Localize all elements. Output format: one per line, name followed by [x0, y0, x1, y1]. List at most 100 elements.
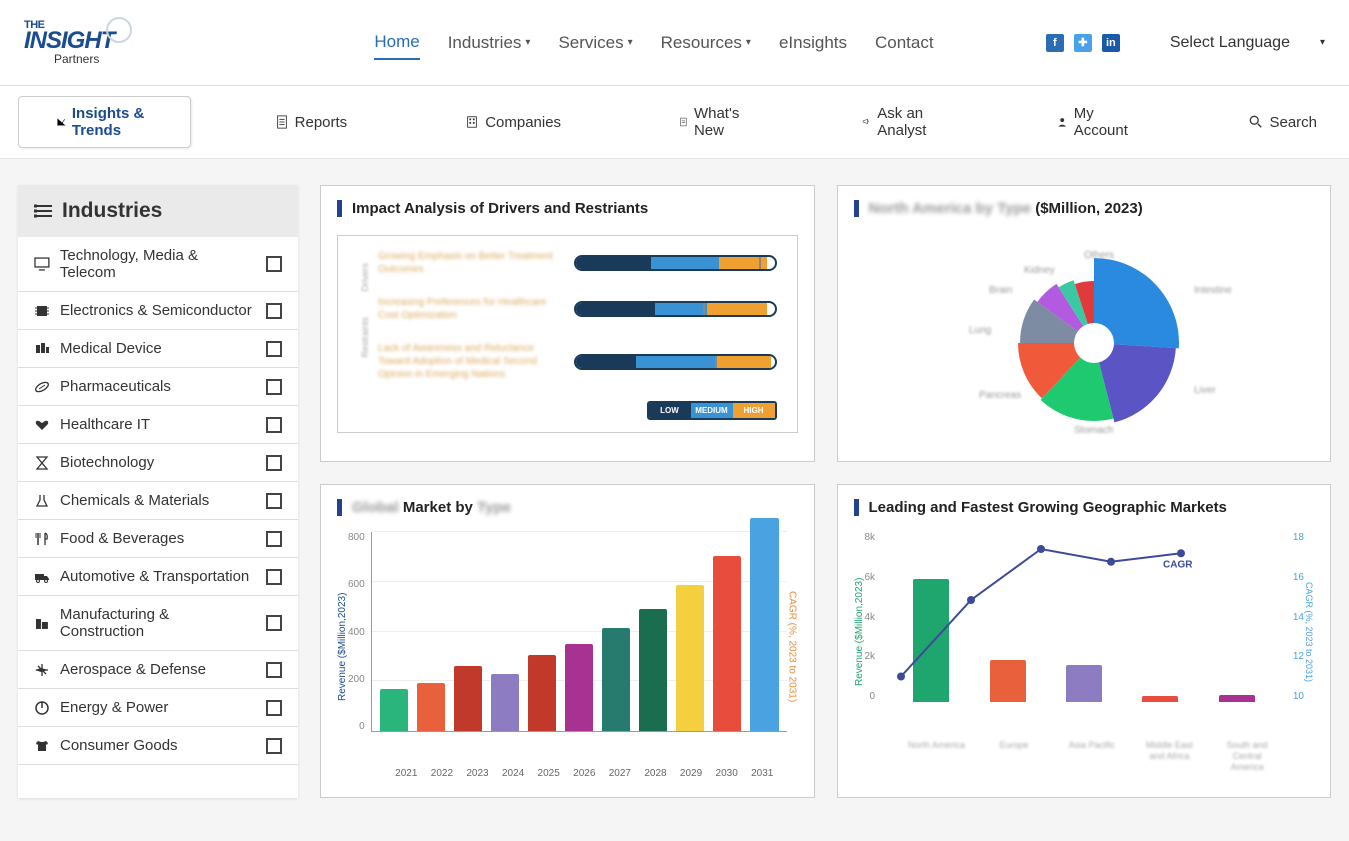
checkbox[interactable]: [266, 341, 282, 357]
bar: [380, 689, 408, 731]
nav-label: Services: [558, 33, 623, 53]
tab-label: Insights & Trends: [72, 105, 152, 139]
title-blurred: Global: [352, 499, 399, 516]
tab-whats-new[interactable]: What's New: [665, 97, 758, 147]
industry-item[interactable]: Healthcare IT: [18, 406, 298, 444]
bars: [372, 532, 787, 731]
truck-icon: [34, 569, 50, 585]
logo-sub: Partners: [54, 52, 99, 66]
facebook-icon[interactable]: f: [1046, 34, 1064, 52]
nav-item-resources[interactable]: Resources ▾: [661, 26, 751, 60]
x-label: South and Central America: [1217, 740, 1277, 772]
industry-item[interactable]: Aerospace & Defense: [18, 651, 298, 689]
industry-label: Consumer Goods: [60, 737, 178, 754]
svg-text:CAGR: CAGR: [1163, 559, 1193, 570]
hourglass-icon: [34, 455, 50, 471]
bar: [676, 585, 704, 731]
panel-title: North America by Type ($Million, 2023): [854, 200, 1315, 217]
panel-geo-markets: Leading and Fastest Growing Geographic M…: [837, 484, 1332, 798]
checkbox[interactable]: [266, 493, 282, 509]
factory-icon: [34, 615, 50, 631]
checkbox[interactable]: [266, 738, 282, 754]
restraints-label: Restraints: [360, 317, 370, 358]
twitter-icon[interactable]: ✚: [1074, 34, 1092, 52]
bar: [602, 628, 630, 731]
donut-label: Lung: [969, 325, 991, 336]
checkbox[interactable]: [266, 417, 282, 433]
tick: 2k: [865, 651, 876, 662]
x-label: 2030: [713, 768, 740, 779]
industry-item[interactable]: Consumer Goods: [18, 727, 298, 765]
title-blurred: Type: [477, 499, 511, 516]
tick: 16: [1293, 572, 1304, 583]
checkbox[interactable]: [266, 303, 282, 319]
x-label: Middle East and Africa: [1139, 740, 1199, 772]
industry-item[interactable]: Automotive & Transportation: [18, 558, 298, 596]
checkbox[interactable]: [266, 379, 282, 395]
building-icon: [465, 115, 479, 129]
flask-icon: [34, 493, 50, 509]
panel-bar-chart: Global Market by Type Revenue ($Million,…: [320, 484, 815, 798]
language-select[interactable]: Select Language ▾: [1170, 34, 1325, 52]
industry-item[interactable]: Pharmaceuticals: [18, 368, 298, 406]
industry-item[interactable]: Technology, Media & Telecom: [18, 237, 298, 292]
industry-item[interactable]: Medical Device: [18, 330, 298, 368]
panel-title: Leading and Fastest Growing Geographic M…: [854, 499, 1315, 516]
tab-reports[interactable]: Reports: [261, 106, 362, 139]
checkbox[interactable]: [266, 531, 282, 547]
impact-bar: [574, 301, 777, 317]
donut-label: Liver: [1194, 385, 1216, 396]
industry-item[interactable]: Manufacturing & Construction: [18, 596, 298, 651]
bar: [750, 518, 778, 731]
industry-item[interactable]: Electronics & Semiconductor: [18, 292, 298, 330]
tick: 200: [348, 674, 365, 685]
logo[interactable]: THE INSIGHT Partners: [24, 19, 114, 66]
industry-label: Technology, Media & Telecom: [60, 247, 256, 281]
impact-legend: LOWMEDIUMHIGH: [647, 401, 777, 420]
nav-item-industries[interactable]: Industries ▾: [448, 26, 531, 60]
panel-title: Impact Analysis of Drivers and Restriant…: [337, 200, 798, 217]
tab-label: Reports: [295, 114, 348, 131]
checkbox[interactable]: [266, 615, 282, 631]
impact-label: Growing Emphasis on Better Treatment Out…: [378, 250, 558, 276]
bar: [1219, 695, 1255, 702]
nav-item-services[interactable]: Services ▾: [558, 26, 632, 60]
title-blurred: North America by Type: [869, 200, 1032, 217]
legend-item: HIGH: [733, 403, 775, 418]
nav-item-contact[interactable]: Contact: [875, 26, 934, 60]
checkbox[interactable]: [266, 455, 282, 471]
title-mid: Market by: [399, 499, 477, 516]
x-label: 2025: [535, 768, 562, 779]
tab-companies[interactable]: Companies: [451, 106, 575, 139]
checkbox[interactable]: [266, 569, 282, 585]
x-label: Asia Pacific: [1062, 740, 1122, 772]
heart-icon: [34, 417, 50, 433]
industry-item[interactable]: Energy & Power: [18, 689, 298, 727]
industry-item[interactable]: Chemicals & Materials: [18, 482, 298, 520]
industry-item[interactable]: Biotechnology: [18, 444, 298, 482]
x-label: 2029: [678, 768, 705, 779]
checkbox[interactable]: [266, 662, 282, 678]
tab-insights-trends[interactable]: Insights & Trends: [18, 96, 191, 148]
tab-my-account[interactable]: My Account: [1043, 97, 1145, 147]
topbar-right: f ✚ in Select Language ▾: [1046, 34, 1325, 52]
tab-search[interactable]: Search: [1235, 106, 1331, 139]
linkedin-icon[interactable]: in: [1102, 34, 1120, 52]
logo-main: INSIGHT: [24, 31, 114, 50]
main-content: Industries Technology, Media & TelecomEl…: [0, 159, 1349, 824]
industry-item[interactable]: Food & Beverages: [18, 520, 298, 558]
nav-label: Contact: [875, 33, 934, 53]
y-axis-label: Revenue ($Million,2023): [854, 532, 865, 732]
tick: 600: [348, 579, 365, 590]
impact-box: Drivers Restraints Growing Emphasis on B…: [337, 235, 798, 433]
tab-ask-analyst[interactable]: Ask an Analyst: [848, 97, 953, 147]
nav-item-einsights[interactable]: eInsights: [779, 26, 847, 60]
donut-label: Pancreas: [979, 390, 1021, 401]
tick: 800: [348, 532, 365, 543]
x-label: 2027: [607, 768, 634, 779]
y2-ticks: 1816141210: [1287, 532, 1304, 702]
checkbox[interactable]: [266, 700, 282, 716]
nav-item-home[interactable]: Home: [374, 26, 419, 60]
checkbox[interactable]: [266, 256, 282, 272]
tab-label: Ask an Analyst: [877, 105, 939, 139]
